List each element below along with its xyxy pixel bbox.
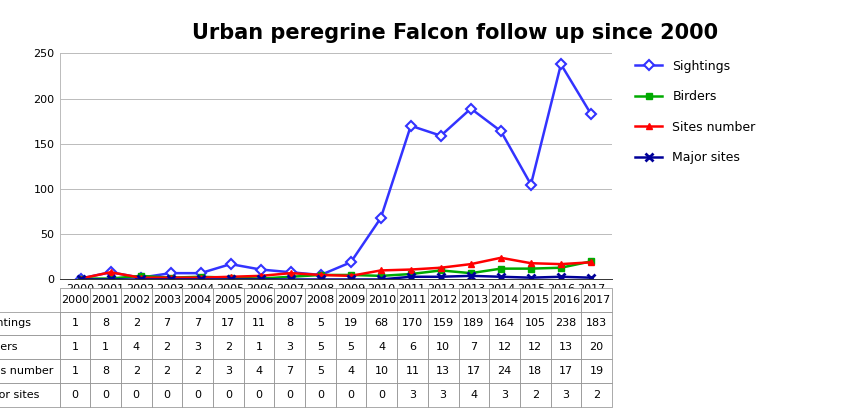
Sightings	[466, 106, 476, 111]
Birders	[376, 273, 386, 278]
Sites number	[196, 275, 206, 280]
Sightings	[315, 272, 326, 277]
Sites number	[315, 272, 326, 277]
Major sites	[405, 274, 416, 279]
Birders	[586, 259, 596, 264]
Birders	[166, 275, 176, 280]
Sites number	[76, 276, 86, 281]
Birders	[286, 274, 296, 279]
Sites number	[105, 270, 116, 275]
Sightings	[346, 260, 356, 265]
Line: Major sites: Major sites	[76, 272, 595, 284]
Sightings	[526, 182, 536, 187]
Birders	[346, 272, 356, 277]
Line: Sightings: Sightings	[77, 61, 594, 282]
Birders	[556, 265, 566, 270]
Major sites	[466, 273, 476, 278]
Major sites	[196, 277, 206, 282]
Birders	[105, 276, 116, 281]
Sites number	[346, 273, 356, 278]
Text: Urban peregrine Falcon follow up since 2000: Urban peregrine Falcon follow up since 2…	[192, 23, 717, 43]
Sites number	[556, 262, 566, 267]
Sightings	[376, 215, 386, 220]
Sightings	[196, 271, 206, 276]
Major sites	[315, 277, 326, 282]
Sightings	[166, 271, 176, 276]
Major sites	[346, 277, 356, 282]
Sightings	[556, 62, 566, 67]
Major sites	[496, 274, 506, 279]
Major sites	[105, 277, 116, 282]
Sites number	[405, 267, 416, 272]
Major sites	[256, 277, 266, 282]
Sightings	[256, 267, 266, 272]
Sites number	[526, 261, 536, 266]
Birders	[466, 271, 476, 276]
Major sites	[76, 277, 86, 282]
Major sites	[586, 275, 596, 280]
Sightings	[135, 275, 145, 280]
Major sites	[376, 277, 386, 282]
Birders	[405, 272, 416, 277]
Birders	[496, 266, 506, 271]
Birders	[526, 266, 536, 271]
Birders	[196, 274, 206, 279]
Sites number	[256, 273, 266, 278]
Sites number	[225, 274, 235, 279]
Sightings	[496, 129, 506, 134]
Birders	[225, 275, 235, 280]
Sites number	[166, 275, 176, 280]
Legend: Sightings, Birders, Sites number, Major sites: Sightings, Birders, Sites number, Major …	[635, 60, 756, 164]
Sites number	[135, 275, 145, 280]
Major sites	[556, 274, 566, 279]
Sightings	[76, 276, 86, 281]
Sites number	[496, 255, 506, 260]
Major sites	[286, 277, 296, 282]
Sightings	[586, 111, 596, 116]
Birders	[256, 276, 266, 281]
Sites number	[466, 262, 476, 267]
Major sites	[436, 274, 446, 279]
Sightings	[286, 270, 296, 275]
Major sites	[135, 277, 145, 282]
Sites number	[286, 271, 296, 276]
Major sites	[526, 275, 536, 280]
Sites number	[436, 265, 446, 270]
Sightings	[225, 262, 235, 267]
Sightings	[105, 270, 116, 275]
Line: Birders: Birders	[77, 258, 594, 282]
Sites number	[376, 268, 386, 273]
Major sites	[166, 277, 176, 282]
Birders	[315, 272, 326, 277]
Line: Sites number: Sites number	[77, 254, 594, 282]
Sightings	[405, 123, 416, 128]
Birders	[135, 273, 145, 278]
Major sites	[225, 277, 235, 282]
Sightings	[436, 133, 446, 138]
Birders	[76, 276, 86, 281]
Birders	[436, 268, 446, 273]
Sites number	[586, 260, 596, 265]
